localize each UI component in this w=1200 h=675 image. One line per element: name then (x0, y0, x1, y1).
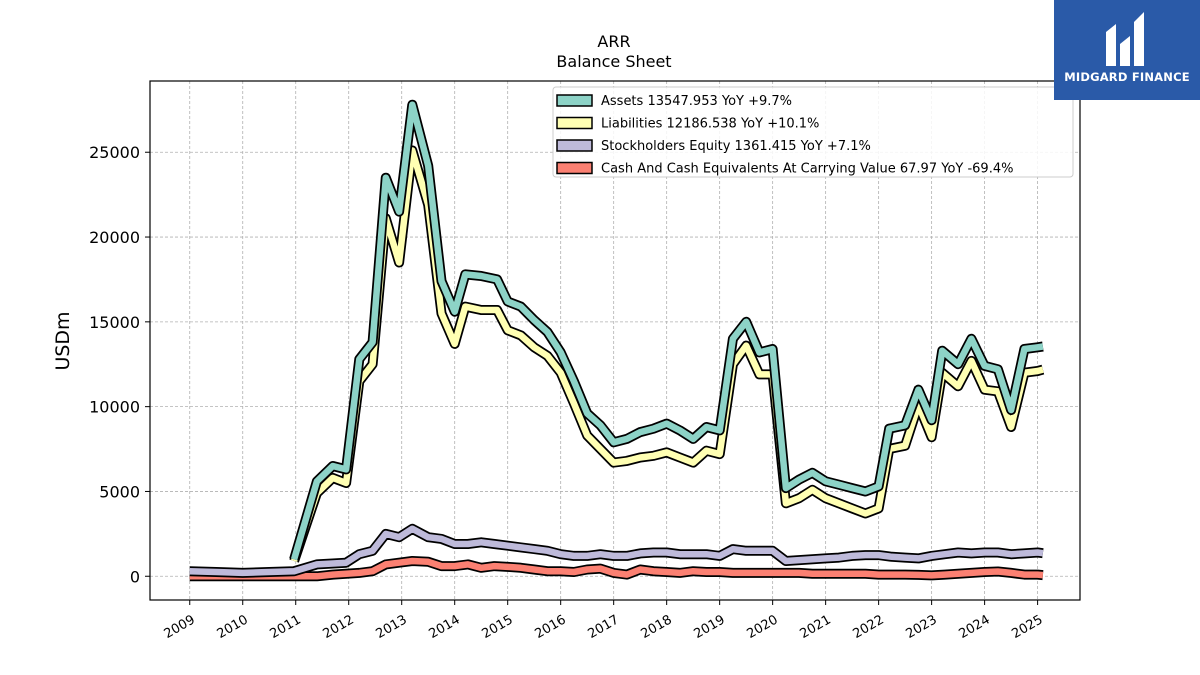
x-axis-ticks: 2009 2010 2011 2012 2013 2014 2015 2016 2017 2018… (162, 600, 1046, 642)
series-line-assets (290, 101, 1044, 561)
brand-name: MIDGARD FINANCE (1064, 70, 1190, 84)
y-tick-label: 25000 (89, 143, 140, 162)
x-tick-label: 2010 (215, 612, 251, 642)
legend-swatch (556, 116, 593, 130)
x-tick-label: 2014 (427, 612, 463, 642)
x-tick-label: 2016 (533, 612, 569, 642)
x-tick-label: 2011 (268, 612, 304, 642)
legend-label: Assets 13547.953 YoY +9.7% (601, 94, 792, 109)
legend-swatch (556, 94, 593, 107)
x-tick-label: 2019 (691, 612, 727, 642)
y-tick-label: 0 (130, 567, 140, 586)
x-tick-label: 2018 (639, 612, 675, 642)
legend: Assets 13547.953 YoY +9.7% Liabilities 12… (552, 86, 1074, 178)
series-lines (189, 99, 1045, 582)
midgard-logo-icon (1106, 12, 1144, 66)
series-line-liabilities (291, 147, 1044, 563)
y-tick-label: 20000 (89, 228, 140, 247)
chart-subtitle: Balance Sheet (556, 52, 671, 71)
series-line-cash-and-cash-equivalents-at-carrying-value (189, 557, 1044, 580)
plot-frame (149, 80, 1081, 601)
legend-box (552, 86, 1074, 178)
legend-swatch (556, 161, 593, 175)
x-tick-label: 2021 (797, 612, 833, 642)
x-tick-label: 2015 (480, 612, 516, 642)
y-tick-label: 10000 (89, 398, 140, 417)
y-tick-label: 5000 (99, 482, 140, 501)
x-tick-label: 2009 (162, 612, 198, 642)
y-axis-label: USDm (52, 311, 74, 370)
legend-swatch (556, 139, 593, 152)
x-tick-label: 2023 (903, 612, 939, 642)
legend-label: Liabilities 12186.538 YoY +10.1% (601, 117, 819, 132)
x-tick-label: 2022 (850, 612, 886, 642)
x-tick-label: 2024 (956, 612, 992, 642)
chart-title: ARR (597, 32, 630, 51)
legend-label: Cash And Cash Equivalents At Carrying Va… (601, 162, 1013, 177)
y-axis-ticks: 0 5000 10000 15000 20000 25000 (89, 143, 150, 586)
x-tick-label: 2017 (586, 612, 622, 642)
x-tick-label: 2012 (321, 612, 357, 642)
x-tick-label: 2025 (1009, 612, 1045, 642)
legend-label: Stockholders Equity 1361.415 YoY +7.1% (601, 139, 871, 154)
brand-logo: MIDGARD FINANCE (1054, 0, 1200, 100)
x-tick-label: 2013 (374, 612, 410, 642)
series-line-stockholders-equity (189, 525, 1044, 577)
x-tick-label: 2020 (744, 612, 780, 642)
y-tick-label: 15000 (89, 313, 140, 332)
